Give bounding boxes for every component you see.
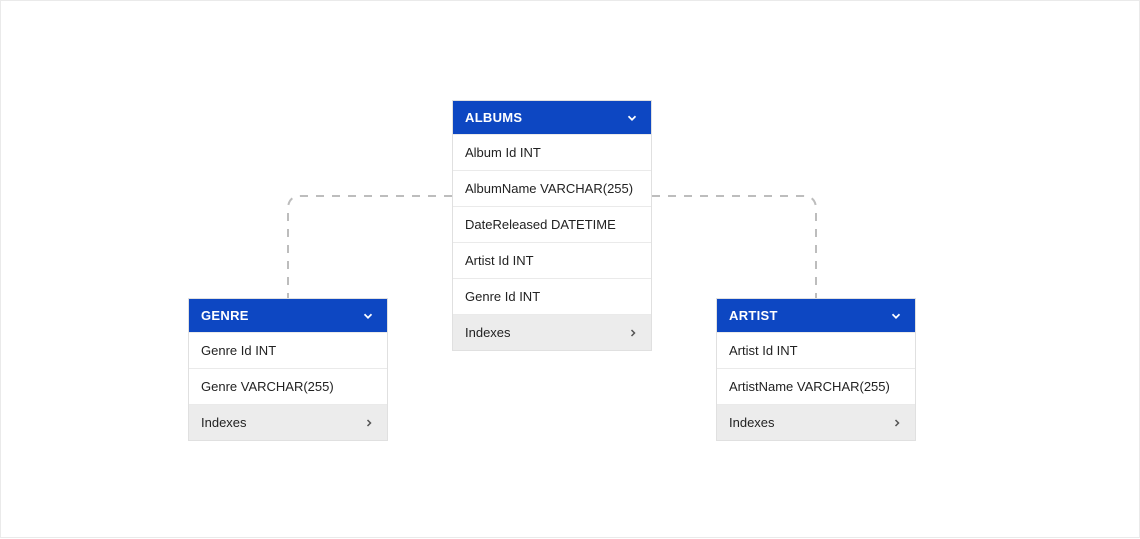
entity-column: Genre VARCHAR(255): [189, 368, 387, 404]
connector-albums-artist: [652, 196, 816, 298]
entity-title: ARTIST: [729, 308, 778, 323]
chevron-right-icon: [891, 417, 903, 429]
er-diagram-canvas: ALBUMS Album Id INT AlbumName VARCHAR(25…: [1, 1, 1139, 537]
entity-title: GENRE: [201, 308, 249, 323]
entity-column: AlbumName VARCHAR(255): [453, 170, 651, 206]
entity-column: Album Id INT: [453, 134, 651, 170]
entity-column: Genre Id INT: [453, 278, 651, 314]
entity-header-genre[interactable]: GENRE: [189, 299, 387, 332]
entity-albums[interactable]: ALBUMS Album Id INT AlbumName VARCHAR(25…: [452, 100, 652, 351]
entity-column: Genre Id INT: [189, 332, 387, 368]
entity-genre[interactable]: GENRE Genre Id INT Genre VARCHAR(255) In…: [188, 298, 388, 441]
chevron-down-icon[interactable]: [361, 309, 375, 323]
entity-column: Artist Id INT: [717, 332, 915, 368]
entity-indexes-row[interactable]: Indexes: [189, 404, 387, 440]
entity-artist[interactable]: ARTIST Artist Id INT ArtistName VARCHAR(…: [716, 298, 916, 441]
chevron-down-icon[interactable]: [625, 111, 639, 125]
entity-header-artist[interactable]: ARTIST: [717, 299, 915, 332]
entity-column: Artist Id INT: [453, 242, 651, 278]
entity-column: ArtistName VARCHAR(255): [717, 368, 915, 404]
entity-header-albums[interactable]: ALBUMS: [453, 101, 651, 134]
indexes-label: Indexes: [465, 325, 511, 340]
indexes-label: Indexes: [729, 415, 775, 430]
chevron-down-icon[interactable]: [889, 309, 903, 323]
entity-indexes-row[interactable]: Indexes: [453, 314, 651, 350]
entity-column: DateReleased DATETIME: [453, 206, 651, 242]
chevron-right-icon: [627, 327, 639, 339]
entity-indexes-row[interactable]: Indexes: [717, 404, 915, 440]
entity-title: ALBUMS: [465, 110, 522, 125]
chevron-right-icon: [363, 417, 375, 429]
connector-albums-genre: [288, 196, 452, 298]
indexes-label: Indexes: [201, 415, 247, 430]
